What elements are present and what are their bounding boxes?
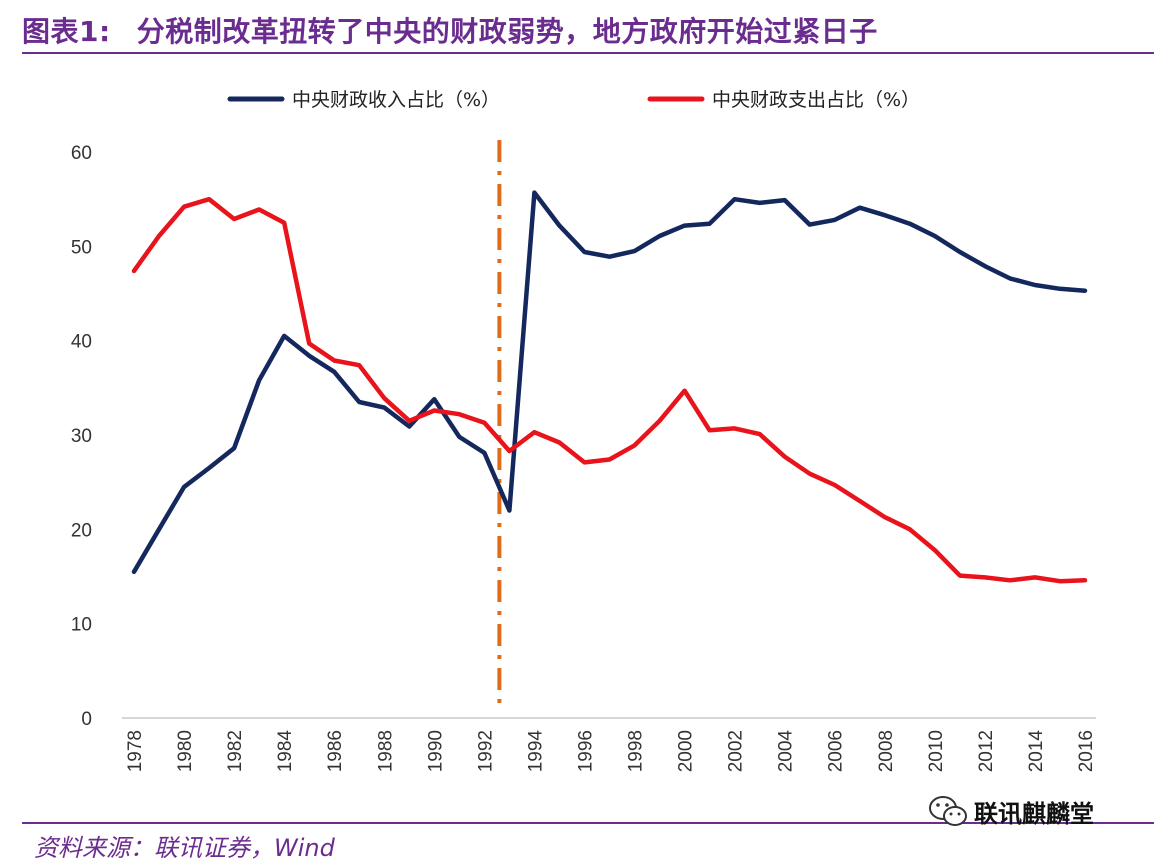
footer-divider bbox=[22, 822, 1154, 824]
watermark: 联讯麒麟堂 bbox=[928, 794, 1094, 829]
x-tick-label: 2014 bbox=[1026, 730, 1047, 773]
y-tick-label: 60 bbox=[71, 143, 92, 164]
y-tick-label: 10 bbox=[71, 615, 92, 636]
source-note: 资料来源：联讯证券，Wind bbox=[34, 834, 335, 862]
x-tick-label: 1994 bbox=[525, 730, 546, 773]
expenditure-share-line bbox=[131, 196, 1088, 584]
x-tick-label: 1984 bbox=[275, 730, 296, 773]
x-tick-label: 2004 bbox=[776, 730, 797, 773]
figure-title: 分税制改革扭转了中央的财政弱势，地方政府开始过紧日子 bbox=[136, 15, 878, 48]
y-tick-label: 20 bbox=[71, 520, 92, 541]
x-tick-label: 1990 bbox=[425, 730, 446, 772]
chart-title: 图表1: 分税制改革扭转了中央的财政弱势，地方政府开始过紧日子 bbox=[22, 10, 878, 50]
wechat-icon bbox=[929, 795, 967, 826]
x-tick-label: 1986 bbox=[325, 730, 346, 772]
x-tick-label: 1978 bbox=[125, 730, 146, 772]
series-group bbox=[131, 190, 1088, 584]
y-tick-label: 40 bbox=[71, 332, 92, 353]
revenue-share-line bbox=[131, 190, 1088, 575]
x-tick-label: 1998 bbox=[626, 730, 647, 772]
x-tick-label: 2002 bbox=[726, 730, 747, 772]
x-tick-label: 1996 bbox=[575, 730, 596, 772]
x-tick-label: 2008 bbox=[876, 730, 897, 772]
y-tick-label: 50 bbox=[71, 237, 92, 258]
y-tick-label: 30 bbox=[71, 426, 92, 447]
legend-label: 中央财政支出占比（%） bbox=[712, 89, 920, 111]
x-tick-label: 2000 bbox=[676, 730, 697, 772]
axes-group: 0 10 20 30 40 50 60 1978 1980 1982 1984 1986 1988 199… bbox=[71, 143, 1097, 772]
x-tick-label: 2010 bbox=[926, 730, 947, 772]
x-tick-label: 1992 bbox=[475, 730, 496, 772]
figure-number: 图表1: bbox=[22, 15, 111, 48]
y-tick-label: 0 bbox=[81, 709, 92, 730]
x-tick-label: 2016 bbox=[1076, 730, 1097, 772]
watermark-text: 联讯麒麟堂 bbox=[974, 800, 1094, 828]
x-tick-label: 1982 bbox=[225, 730, 246, 772]
x-tick-label: 1988 bbox=[375, 730, 396, 772]
header-divider bbox=[22, 52, 1154, 54]
x-tick-label: 2006 bbox=[826, 730, 847, 772]
legend: 中央财政收入占比（%） 中央财政支出占比（%） bbox=[227, 89, 920, 111]
legend-label: 中央财政收入占比（%） bbox=[292, 89, 500, 111]
x-tick-label: 2012 bbox=[976, 730, 997, 772]
x-tick-label: 1980 bbox=[175, 730, 196, 772]
